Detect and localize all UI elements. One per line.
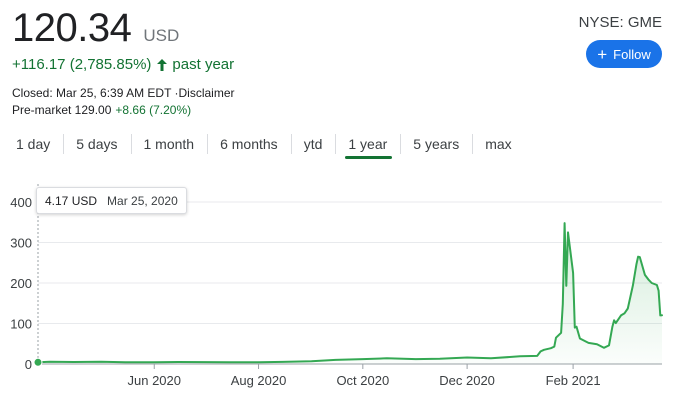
quote-header: 120.34 USD [12,6,179,51]
stock-price: 120.34 [12,6,132,50]
change-period: past year [172,56,235,73]
chart-tooltip: 4.17 USD Mar 25, 2020 [36,187,187,214]
closed-status: Closed: Mar 25, 6:39 AM EDT ·Disclaimer [12,86,235,100]
follow-label: Follow [613,46,651,62]
x-tick-label: Dec 2020 [439,373,495,388]
tab-label: 1 day [16,136,51,152]
tab-5-days[interactable]: 5 days [63,128,130,160]
y-tick-label: 0 [25,357,32,372]
price-series-line [37,222,663,364]
tab-label: 1 month [143,136,195,152]
premarket-change: +8.66 (7.20%) [115,103,192,117]
hover-point [33,357,43,367]
tab-1-year[interactable]: 1 year [335,128,400,160]
plus-icon: + [597,44,608,64]
tab-1-day[interactable]: 1 day [0,128,63,160]
change-value: +116.17 (2,785.85%) [12,56,152,73]
price-area-fill [38,223,662,364]
ticker-symbol[interactable]: NYSE: GME [578,14,662,31]
tooltip-date: Mar 25, 2020 [107,193,178,208]
arrow-up-icon [157,58,168,71]
tab-label: 5 years [413,136,460,152]
y-tick-label: 300 [10,236,32,251]
range-tabs: 1 day 5 days 1 month 6 months ytd 1 year… [0,128,525,160]
premarket-price: Pre-market 129.00 [12,103,112,117]
x-tick-label: Oct 2020 [336,373,389,388]
tab-label: 6 months [220,136,278,152]
price-change: +116.17 (2,785.85%) past year [12,56,234,73]
tab-label: ytd [303,136,323,152]
y-tick-label: 200 [10,276,32,291]
tab-label: 1 year [348,136,388,152]
active-tab-indicator [345,156,393,159]
y-tick-label: 100 [10,317,32,332]
x-tick-label: Jun 2020 [128,373,182,388]
premarket-status: Pre-market 129.00 +8.66 (7.20%) [12,103,191,117]
y-tick-label: 400 [10,195,32,210]
tab-label: max [485,136,512,152]
price-chart[interactable]: 0 100 200 300 400 Jun 2020 Aug 2020 Oct 2020 Dec… [0,180,674,402]
tab-max[interactable]: max [472,128,524,160]
currency-label: USD [143,26,180,45]
x-tick-label: Feb 2021 [546,373,601,388]
x-tick-label: Aug 2020 [231,373,287,388]
tab-6-months[interactable]: 6 months [207,128,291,160]
tab-label: 5 days [76,136,118,152]
follow-button[interactable]: + Follow [586,40,662,68]
tab-ytd[interactable]: ytd [290,128,336,160]
tooltip-value: 4.17 USD [45,193,98,208]
tab-1-month[interactable]: 1 month [130,128,208,160]
tab-5-years[interactable]: 5 years [400,128,472,160]
